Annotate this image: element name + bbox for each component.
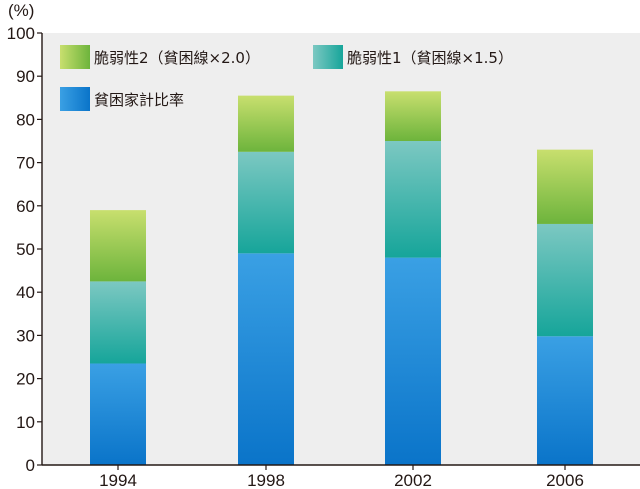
bar-1998-series-0 [238, 253, 294, 465]
y-tick-label-100: 100 [7, 24, 35, 43]
y-tick-label-20: 20 [16, 370, 35, 389]
x-tick-label-2002: 2002 [394, 471, 432, 489]
x-tick-label-1994: 1994 [99, 471, 137, 489]
y-tick-label-30: 30 [16, 326, 35, 345]
legend-swatch-0 [60, 87, 90, 111]
x-tick-label-2006: 2006 [546, 471, 584, 489]
bar-2006-series-1 [537, 223, 593, 337]
legend: 脆弱性2（貧困線×2.0） 脆弱性1（貧困線×1.5） 貧困家計比率 [60, 45, 513, 111]
bar-2006-series-2 [537, 149, 593, 224]
bar-2002-series-1 [385, 141, 441, 258]
y-tick-label-70: 70 [16, 154, 35, 173]
y-tick-label-80: 80 [16, 110, 35, 129]
legend-label-0: 貧困家計比率 [94, 91, 184, 109]
x-tick-label-1998: 1998 [247, 471, 285, 489]
legend-swatch-2 [60, 45, 90, 69]
y-tick-label-0: 0 [26, 456, 35, 475]
y-tick-label-90: 90 [16, 67, 35, 86]
bar-1994-series-1 [90, 281, 146, 364]
bars-group [90, 91, 593, 465]
y-tick-label-40: 40 [16, 283, 35, 302]
y-tick-label-60: 60 [16, 197, 35, 216]
legend-label-1: 脆弱性1（貧困線×1.5） [347, 49, 513, 67]
y-tick-label-50: 50 [16, 240, 35, 259]
axes-group: 0 10 20 30 40 50 60 70 80 90 100 (%) 1994 1998 2002 200… [7, 1, 640, 489]
bar-1994-series-0 [90, 363, 146, 465]
legend-swatch-1 [313, 45, 343, 69]
bar-1998-series-2 [238, 95, 294, 152]
y-axis-unit-label: (%) [8, 1, 34, 20]
y-tick-label-10: 10 [16, 413, 35, 432]
legend-label-2: 脆弱性2（貧困線×2.0） [94, 49, 260, 67]
bar-2002-series-0 [385, 257, 441, 465]
bar-1994-series-2 [90, 210, 146, 282]
bar-1998-series-1 [238, 151, 294, 254]
bar-2002-series-2 [385, 91, 441, 141]
bar-2006-series-0 [537, 336, 593, 465]
